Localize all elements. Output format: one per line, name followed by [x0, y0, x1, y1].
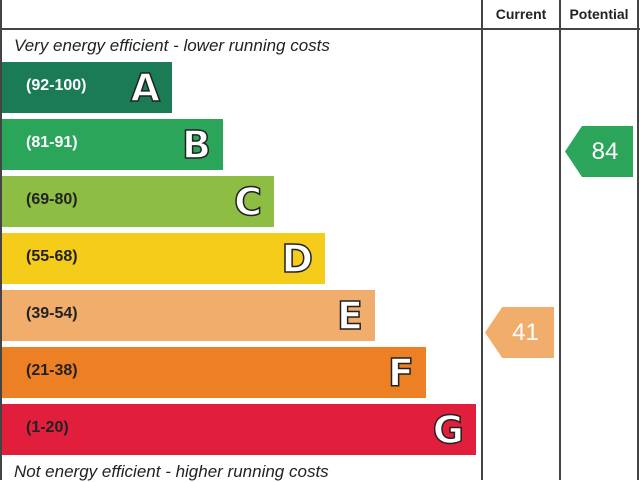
potential-column-divider	[559, 0, 561, 480]
band-letter: D	[281, 236, 314, 282]
potential-rating-arrow: 84	[565, 126, 633, 177]
band-letter: E	[336, 293, 363, 339]
band-bar-d: (55-68) D	[2, 233, 325, 284]
band-bar-a: (92-100) A	[2, 62, 172, 113]
band-letter: F	[387, 350, 414, 396]
band-letter: G	[432, 407, 465, 453]
right-border	[637, 0, 639, 480]
band-range: (92-100)	[26, 77, 87, 94]
band-bar-b: (81-91) B	[2, 119, 223, 170]
top-caption: Very energy efficient - lower running co…	[14, 36, 330, 55]
current-column-divider	[481, 0, 483, 480]
band-range: (69-80)	[26, 191, 78, 208]
band-bar-g: (1-20) G	[2, 404, 476, 455]
band-letter: C	[233, 179, 262, 225]
current-rating-value: 41	[512, 318, 539, 346]
current-rating-arrow: 41	[485, 307, 554, 358]
band-range: (81-91)	[26, 134, 78, 151]
band-bar-e: (39-54) E	[2, 290, 375, 341]
band-bar-f: (21-38) F	[2, 347, 426, 398]
potential-rating-value: 84	[591, 137, 619, 165]
potential-header: Potential	[569, 6, 629, 22]
left-border	[0, 0, 2, 480]
header-divider	[0, 28, 640, 30]
band-range: (39-54)	[26, 305, 78, 322]
current-header: Current	[495, 6, 547, 22]
band-letter: A	[130, 65, 161, 111]
band-letter: B	[181, 122, 211, 168]
bottom-caption: Not energy efficient - higher running co…	[14, 462, 329, 481]
band-range: (55-68)	[26, 248, 78, 265]
band-range: (21-38)	[26, 362, 78, 379]
band-bar-c: (69-80) C	[2, 176, 274, 227]
band-range: (1-20)	[26, 419, 69, 436]
